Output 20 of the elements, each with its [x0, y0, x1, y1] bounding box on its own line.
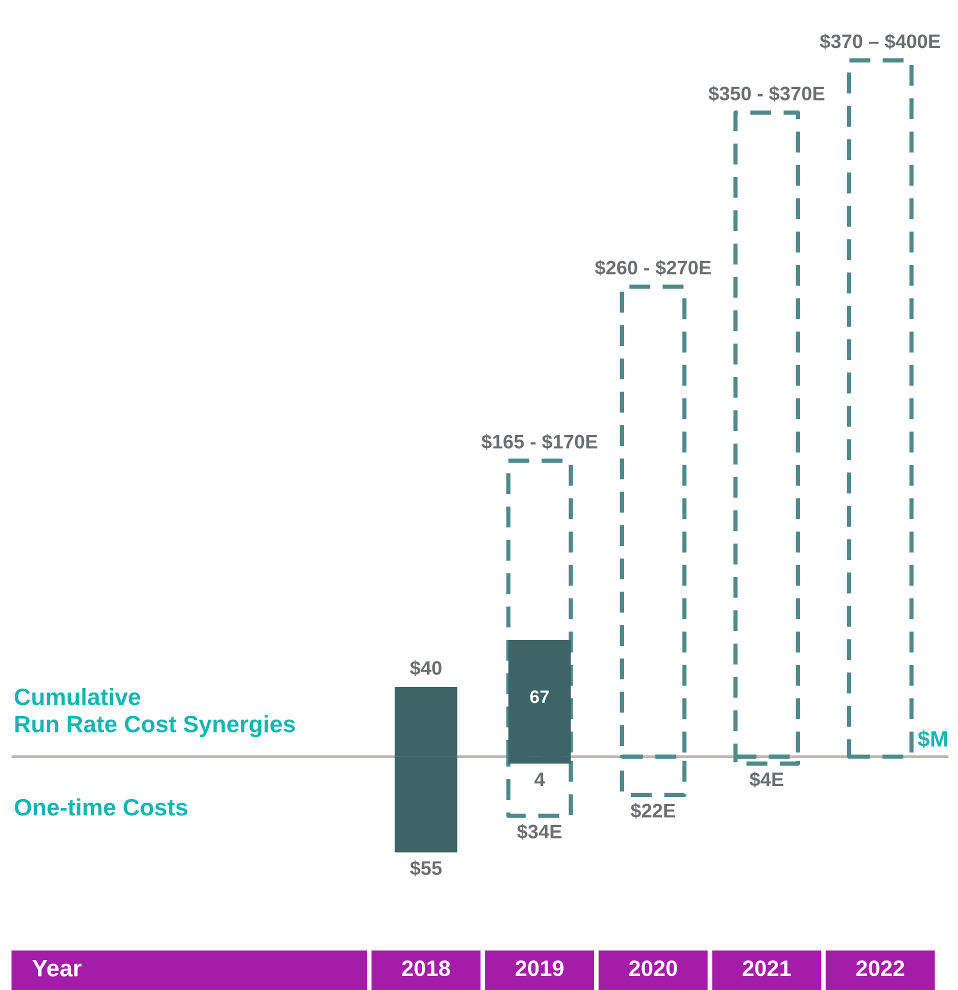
annotation: $370 – $400E	[820, 34, 940, 50]
annotation: $165 - $170E	[481, 434, 598, 450]
data-label: 67	[530, 690, 549, 704]
annotation: $350 - $370E	[708, 86, 824, 102]
x-tick-label: 2021	[742, 960, 791, 976]
x-tick-label: 2022	[856, 960, 904, 976]
y-axis-title: $M	[918, 730, 947, 748]
text: Cumulative Run Rate Cost Synergies	[14, 688, 295, 738]
annotation: $260 - $270E	[595, 260, 711, 276]
x-tick-label: 2018	[402, 960, 450, 976]
x-tick-label: 2019	[516, 960, 564, 976]
annotation: 4	[534, 772, 545, 786]
annotation: $4E	[750, 772, 784, 788]
annotation: $22E	[630, 802, 676, 819]
text: One-time Costs	[14, 798, 188, 816]
annotation: $55	[410, 860, 442, 876]
text: Year	[32, 960, 82, 977]
data-label: $40	[410, 660, 442, 676]
annotation: $34E	[517, 824, 562, 840]
x-tick-label: 2020	[629, 960, 677, 976]
